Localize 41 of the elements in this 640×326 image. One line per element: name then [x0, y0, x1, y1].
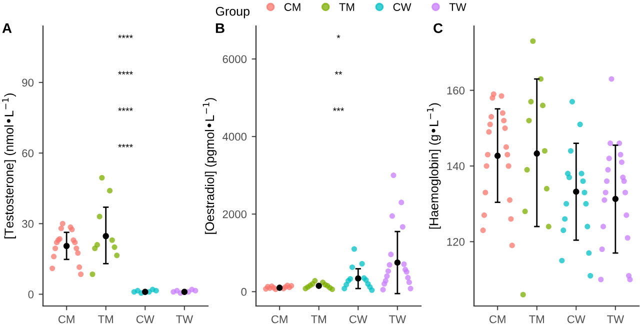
- annotation: *: [336, 34, 340, 38]
- chart-title: B: [216, 23, 224, 33]
- annotation: ****: [118, 71, 133, 75]
- annotation: ****: [118, 34, 133, 38]
- y-axis-title: [Testosterone] (nmol•L$^{−1}$): [2, 94, 16, 238]
- x-tick-label: CW: [567, 315, 586, 324]
- x-tick-label: TM: [529, 315, 544, 324]
- x-tick-label: TM: [98, 315, 113, 324]
- y-tick-label: 2000: [222, 210, 247, 218]
- annotation: ***: [332, 108, 344, 111]
- annotation: **: [334, 71, 342, 75]
- y-axis-title: [Haemoglobin] (g•L$^{−1}$): [427, 103, 441, 229]
- y-axis-title: [Oestradiol] (pgmol•L$^{−1}$): [202, 98, 217, 234]
- y-tick-label: 120: [447, 238, 465, 246]
- legend-label: CM: [284, 3, 300, 11]
- x-tick-label: CW: [349, 315, 368, 324]
- y-tick-label: 160: [447, 86, 465, 94]
- y-tick-label: 30: [22, 220, 34, 228]
- x-tick-label: TM: [311, 315, 326, 324]
- x-tick-label: CM: [58, 315, 74, 324]
- x-tick-label: TW: [389, 315, 406, 324]
- y-tick-label: 6000: [222, 55, 247, 64]
- x-tick-label: CM: [489, 315, 506, 324]
- x-tick-label: CW: [136, 315, 154, 324]
- legend-label: CW: [393, 3, 412, 11]
- y-tick-label: 60: [22, 149, 34, 158]
- legend-title: Group: [216, 6, 250, 18]
- y-tick-label: 0: [28, 290, 34, 298]
- legend-label: TW: [449, 3, 466, 11]
- chart-title: A: [2, 23, 12, 33]
- y-tick-label: 4000: [222, 132, 247, 141]
- y-tick-label: 0: [241, 288, 247, 296]
- y-tick-label: 90: [22, 78, 34, 87]
- x-tick-label: TW: [176, 315, 194, 324]
- annotation: ****: [118, 144, 133, 148]
- y-tick-label: 140: [447, 162, 465, 170]
- annotation: ****: [118, 108, 133, 111]
- chart-title: C: [434, 23, 443, 34]
- legend-label: TM: [339, 3, 354, 11]
- x-tick-label: TW: [607, 315, 624, 324]
- x-tick-label: CM: [271, 315, 288, 324]
